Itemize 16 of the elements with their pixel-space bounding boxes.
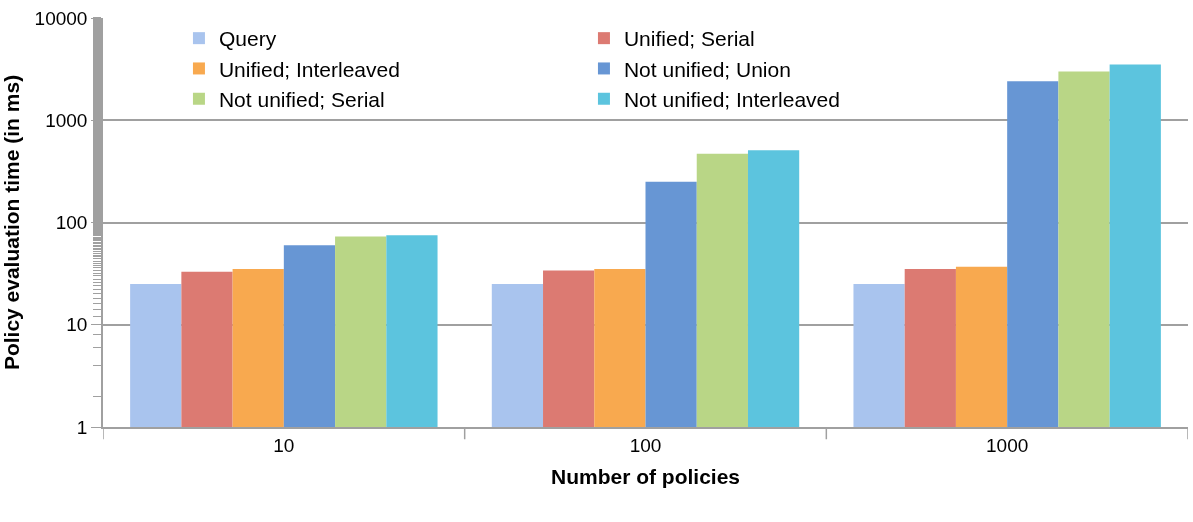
legend-label: Not unified; Serial [218, 87, 385, 111]
y-tick-label: 10 [66, 314, 88, 336]
y-tick-label: 1 [76, 416, 88, 438]
x-tick-label: 1000 [986, 434, 1029, 456]
legend-label: Unified; Interleaved [218, 57, 400, 81]
legend-label: Query [218, 27, 277, 51]
y-tick-label: 10000 [34, 7, 88, 29]
y-axis-title: Policy evaluation time (in ms) [0, 74, 23, 371]
x-tick-label: 100 [629, 434, 662, 456]
x-axis-title: Number of policies [550, 465, 741, 489]
legend-label: Not unified; Interleaved [623, 87, 840, 111]
y-tick-label: 1000 [45, 109, 88, 131]
legend-label: Not unified; Union [623, 57, 791, 81]
legend-label: Unified; Serial [623, 27, 755, 51]
x-tick-label: 10 [273, 434, 295, 456]
y-tick-label: 100 [55, 212, 88, 234]
